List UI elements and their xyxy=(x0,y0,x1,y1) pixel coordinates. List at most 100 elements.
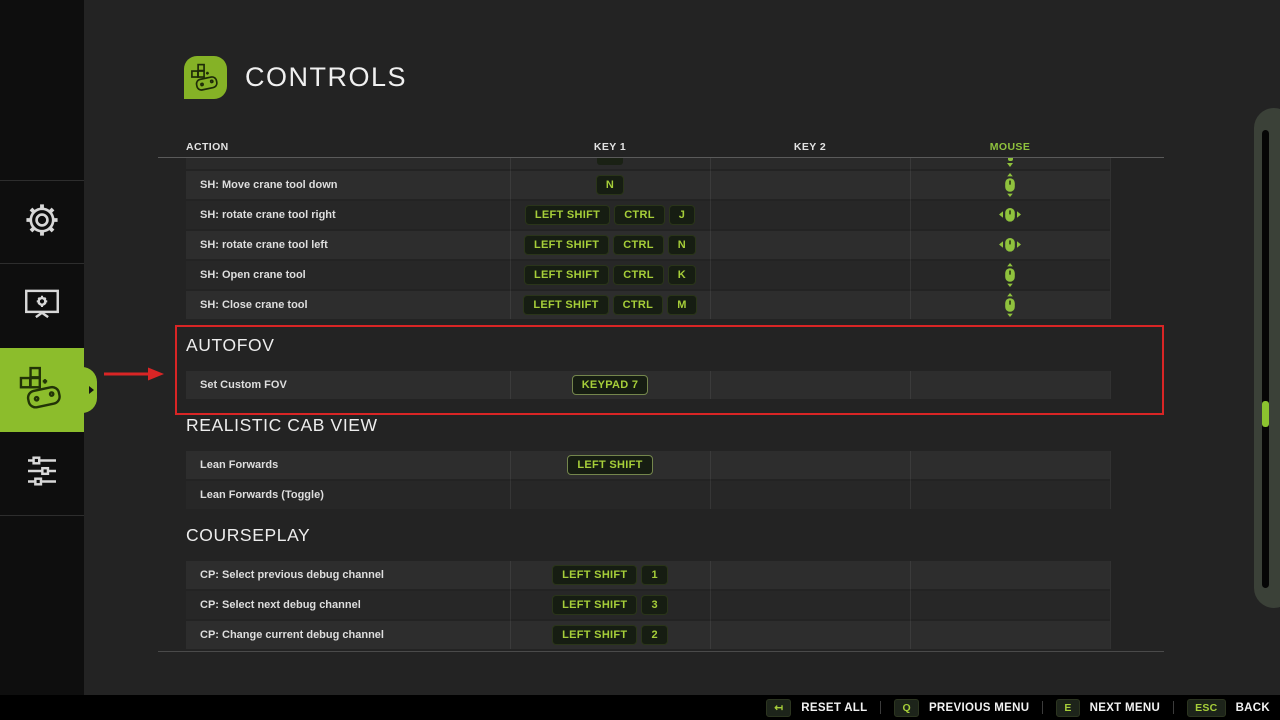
mouse-icon-fragment xyxy=(910,158,1110,167)
table-row[interactable]: SH: rotate crane tool right LEFT SHIFT CTR… xyxy=(186,201,1110,229)
footer-button-label: NEXT MENU xyxy=(1089,701,1161,714)
key2-cell[interactable] xyxy=(710,261,910,289)
key1-cell[interactable]: KEYPAD 7 xyxy=(510,371,710,399)
action-label: SH: Close crane tool xyxy=(200,299,308,311)
mouse-cell[interactable] xyxy=(910,481,1110,509)
mouse-scroll-vertical-icon xyxy=(1003,293,1017,317)
section-rows: CP: Select previous debug channel LEFT SH… xyxy=(186,561,1111,649)
key-badge[interactable]: J xyxy=(668,205,696,225)
mouse-scroll-vertical-icon xyxy=(1003,263,1017,287)
key1-cell[interactable]: LEFT SHIFT CTRL J xyxy=(510,201,710,229)
key2-cell[interactable] xyxy=(710,291,910,319)
sidebar-item-controls[interactable] xyxy=(0,348,97,432)
table-row[interactable]: Lean Forwards LEFT SHIFT xyxy=(186,451,1110,479)
table-row[interactable]: SH: Open crane tool LEFT SHIFT CTRL K xyxy=(186,261,1110,289)
table-row[interactable]: SH: Move crane tool down N xyxy=(186,171,1110,199)
scrollbar-track[interactable] xyxy=(1262,130,1269,588)
sidebar xyxy=(0,0,97,695)
footer-key-badge: E xyxy=(1056,698,1080,717)
key2-cell[interactable] xyxy=(710,591,910,619)
key1-cell[interactable]: LEFT SHIFT CTRL M xyxy=(510,291,710,319)
mouse-cell[interactable] xyxy=(910,231,1110,259)
table-row[interactable]: SH: rotate crane tool left LEFT SHIFT CTRL… xyxy=(186,231,1110,259)
column-divider xyxy=(1110,561,1111,649)
key-badge[interactable]: N xyxy=(667,235,697,255)
key-badge[interactable]: LEFT SHIFT xyxy=(523,295,609,315)
table-row[interactable]: CP: Change current debug channel LEFT SHI… xyxy=(186,621,1110,649)
column-divider xyxy=(510,371,511,399)
key2-cell[interactable] xyxy=(710,201,910,229)
table-header-row: ACTION KEY 1 KEY 2 MOUSE xyxy=(158,140,1164,158)
mouse-cell[interactable] xyxy=(910,201,1110,229)
key1-cell[interactable]: LEFT SHIFT 3 xyxy=(510,591,710,619)
mouse-scroll-horizontal-icon xyxy=(999,205,1021,225)
footer-button-previous-menu[interactable]: Q PREVIOUS MENU xyxy=(894,698,1029,717)
key1-cell[interactable]: LEFT SHIFT 2 xyxy=(510,621,710,649)
mouse-cell[interactable] xyxy=(910,261,1110,289)
key2-cell[interactable] xyxy=(710,371,910,399)
key-badge[interactable]: CTRL xyxy=(613,235,664,255)
key-badge[interactable]: CTRL xyxy=(612,295,664,315)
key-badge[interactable]: 1 xyxy=(641,565,668,585)
key-badge[interactable]: LEFT SHIFT xyxy=(552,595,638,615)
footer-button-next-menu[interactable]: E NEXT MENU xyxy=(1056,698,1161,717)
table-row[interactable]: Lean Forwards (Toggle) xyxy=(186,481,1110,509)
section-title: AUTOFOV xyxy=(186,335,275,355)
table-row[interactable]: CP: Select next debug channel LEFT SHIFT 3 xyxy=(186,591,1110,619)
key2-cell[interactable] xyxy=(710,621,910,649)
mouse-cell[interactable] xyxy=(910,171,1110,199)
key-badge[interactable]: CTRL xyxy=(614,205,665,225)
mouse-cell[interactable] xyxy=(910,291,1110,319)
footer-button-back[interactable]: ESC BACK xyxy=(1187,698,1270,717)
sidebar-item-display-settings[interactable] xyxy=(0,264,84,348)
column-header-key1: KEY 1 xyxy=(593,141,627,153)
key2-cell[interactable] xyxy=(710,481,910,509)
table-row[interactable]: SH: Close crane tool LEFT SHIFT CTRL M xyxy=(186,291,1110,319)
table-bottom-border xyxy=(158,651,1164,652)
key-badge[interactable]: K xyxy=(667,265,697,285)
column-divider xyxy=(710,158,711,319)
key-badge[interactable]: CTRL xyxy=(613,265,664,285)
key1-cell[interactable]: LEFT SHIFT CTRL N xyxy=(510,231,710,259)
annotation-arrow-icon xyxy=(101,366,165,387)
action-label: SH: Open crane tool xyxy=(200,269,306,281)
key2-cell[interactable] xyxy=(710,171,910,199)
key2-cell[interactable] xyxy=(710,231,910,259)
key-badge[interactable]: LEFT SHIFT xyxy=(523,265,610,285)
key-badge[interactable]: LEFT SHIFT xyxy=(523,235,610,255)
table-row[interactable]: CP: Select previous debug channel LEFT SH… xyxy=(186,561,1110,589)
column-divider xyxy=(910,451,911,509)
key-badge[interactable]: LEFT SHIFT xyxy=(567,455,653,475)
key-badge[interactable]: LEFT SHIFT xyxy=(524,205,611,225)
mouse-cell[interactable] xyxy=(910,621,1110,649)
key-badge[interactable]: 2 xyxy=(641,625,668,645)
key1-cell[interactable]: N xyxy=(510,171,710,199)
sidebar-item-game-settings[interactable] xyxy=(0,180,84,264)
key-badge[interactable]: N xyxy=(595,175,625,195)
mouse-cell[interactable] xyxy=(910,561,1110,589)
key2-cell[interactable] xyxy=(710,451,910,479)
table-row-partial xyxy=(186,158,1110,169)
mouse-cell[interactable] xyxy=(910,451,1110,479)
key1-cell[interactable]: LEFT SHIFT xyxy=(510,451,710,479)
key1-cell[interactable]: LEFT SHIFT CTRL K xyxy=(510,261,710,289)
mouse-cell[interactable] xyxy=(910,591,1110,619)
controls-table: ACTION KEY 1 KEY 2 MOUSE SH: Move crane … xyxy=(158,140,1164,652)
action-label: CP: Select previous debug channel xyxy=(200,569,384,581)
scrollbar-thumb[interactable] xyxy=(1262,400,1269,427)
key-badge[interactable]: 3 xyxy=(641,595,668,615)
footer-button-reset-all[interactable]: ↤ RESET ALL xyxy=(766,698,867,717)
column-divider xyxy=(710,561,711,649)
key-badge[interactable]: M xyxy=(667,295,697,315)
column-divider xyxy=(910,561,911,649)
key-badge[interactable]: LEFT SHIFT xyxy=(552,565,638,585)
key1-cell[interactable] xyxy=(510,481,710,509)
key2-cell[interactable] xyxy=(710,561,910,589)
key-badge[interactable]: KEYPAD 7 xyxy=(571,375,649,395)
key1-cell[interactable]: LEFT SHIFT 1 xyxy=(510,561,710,589)
display-settings-icon xyxy=(21,283,63,330)
table-row[interactable]: Set Custom FOV KEYPAD 7 xyxy=(186,371,1110,399)
key-badge[interactable]: LEFT SHIFT xyxy=(552,625,638,645)
sidebar-item-advanced-settings[interactable] xyxy=(0,432,84,516)
mouse-cell[interactable] xyxy=(910,371,1110,399)
